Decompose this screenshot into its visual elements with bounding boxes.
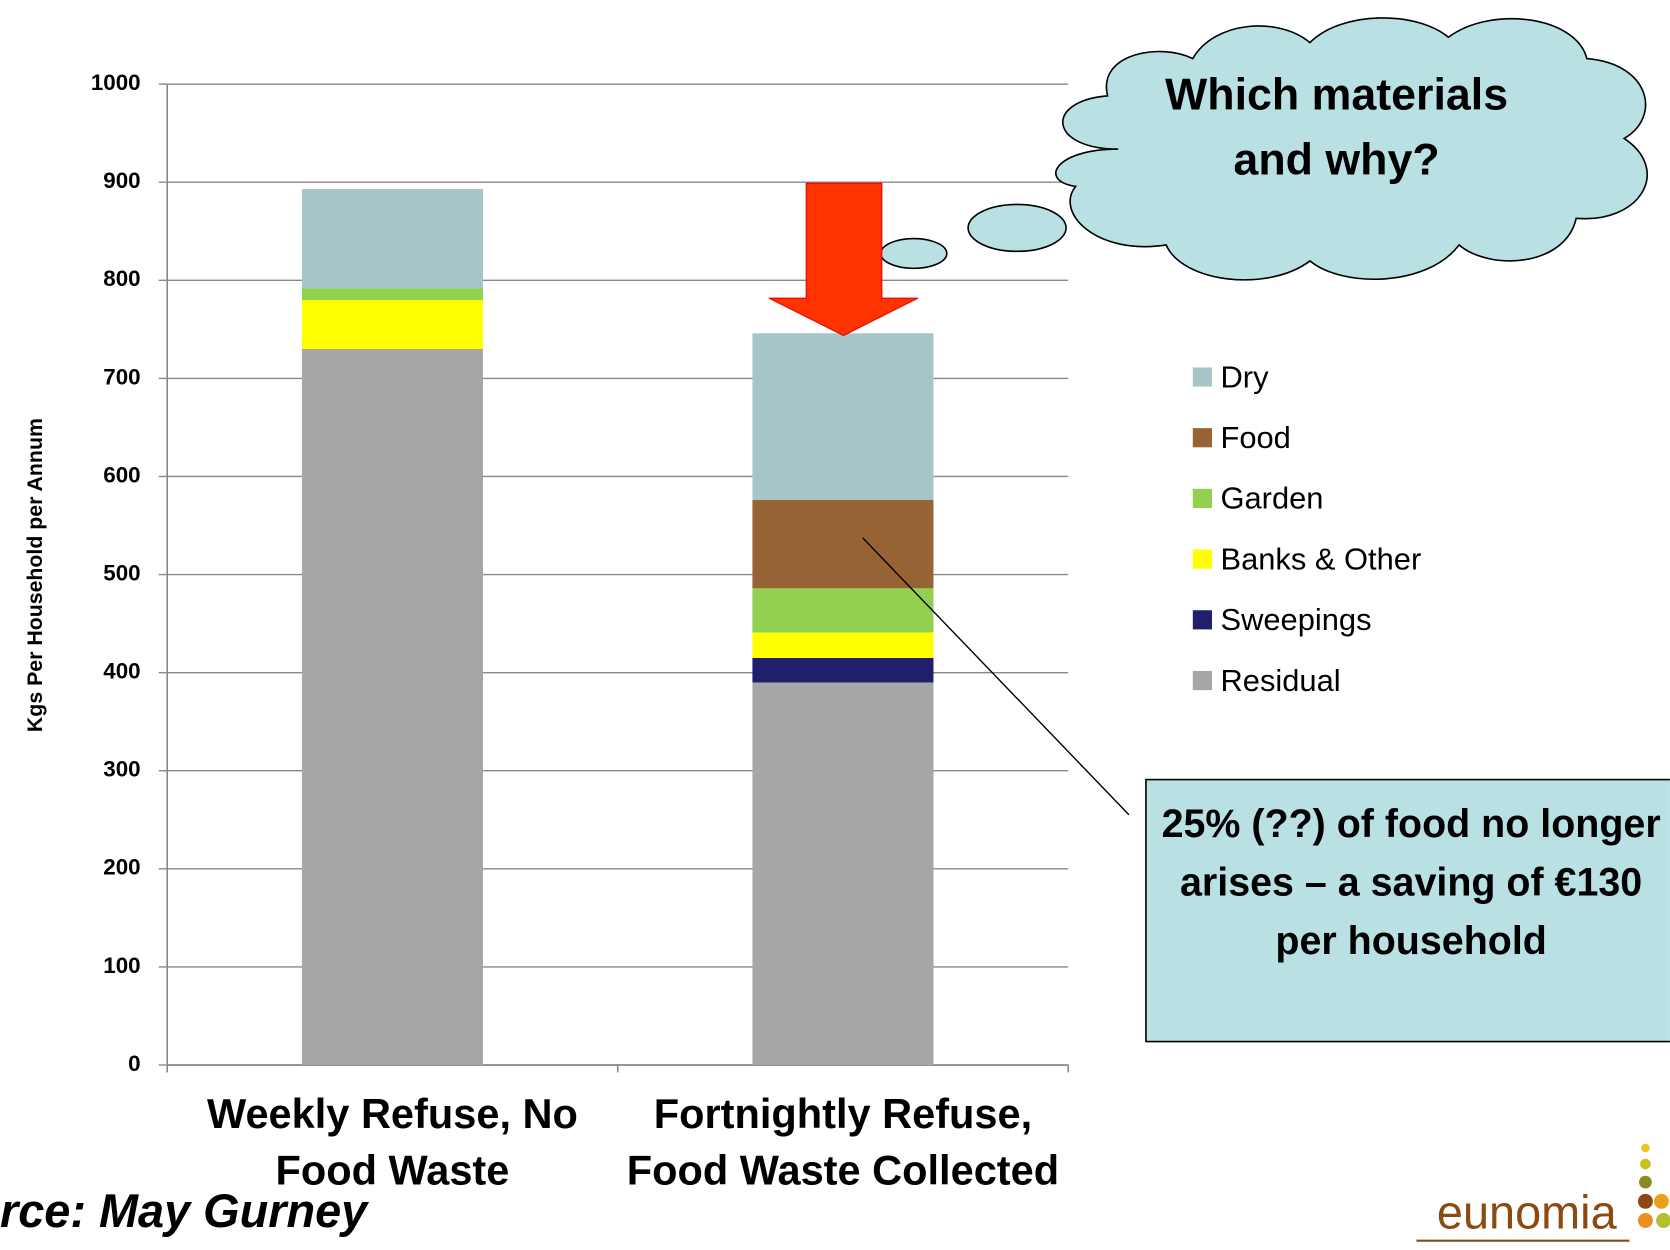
x-tick-label: Fortnightly Refuse, Food Waste Collected — [626, 1091, 1060, 1194]
bar-segment — [752, 500, 934, 589]
bar-segment — [301, 299, 483, 349]
y-tick-label: 200 — [103, 855, 140, 880]
y-tick-label: 0 — [128, 1051, 140, 1076]
legend-label: Residual — [1220, 663, 1340, 698]
x-tick-label: Weekly Refuse, No Food Waste — [207, 1091, 578, 1194]
y-tick-label: 900 — [103, 168, 140, 193]
logo: eunomia — [1437, 1187, 1618, 1239]
legend-swatch — [1192, 367, 1212, 387]
bar-segment — [301, 288, 483, 300]
legend-swatch — [1192, 428, 1212, 448]
leader-line — [862, 537, 1130, 816]
y-tick-label: 100 — [103, 953, 140, 978]
legend-swatch — [1192, 549, 1212, 569]
bar-segment — [752, 657, 934, 683]
y-tick-label: 1000 — [91, 70, 141, 95]
bar-segment — [301, 348, 483, 1065]
logo-dots — [1637, 1143, 1670, 1228]
y-tick-label: 500 — [103, 560, 140, 585]
callout-box — [1145, 778, 1670, 1043]
y-tick-label: 700 — [103, 364, 140, 389]
source: rce: May Gurney — [0, 1185, 368, 1238]
bar-segment — [752, 632, 934, 658]
legend-label: Food — [1220, 420, 1290, 455]
bar-segment — [752, 682, 934, 1065]
plot: 0 100 200 300 400 500 600 700 800 900 1000 Dry Food G… — [91, 70, 1421, 1076]
legend-label: Sweepings — [1220, 602, 1371, 637]
bar-segment — [752, 588, 934, 633]
callout-text: 25% (??) of food no longer arises – a sa… — [1161, 801, 1661, 963]
legend-swatch — [1192, 488, 1212, 509]
thought-cloud — [824, 17, 1648, 281]
bar-segment — [752, 333, 934, 501]
y-tick-label: 400 — [103, 659, 140, 684]
legend-label: Dry — [1220, 359, 1269, 394]
y-tick-label: 600 — [103, 462, 140, 487]
legend-label: Garden — [1220, 481, 1323, 516]
y-tick-label: 300 — [103, 757, 140, 782]
bar-segment — [301, 189, 483, 289]
cloud-text: Which materials and why? — [1165, 69, 1509, 185]
legend-label: Banks & Other — [1220, 541, 1421, 576]
arrow — [768, 182, 919, 337]
y-axis-label: Kgs Per Household per Annum — [23, 418, 47, 732]
legend-swatch — [1192, 670, 1212, 691]
y-tick-label: 800 — [103, 266, 140, 291]
legend-swatch — [1192, 610, 1212, 630]
